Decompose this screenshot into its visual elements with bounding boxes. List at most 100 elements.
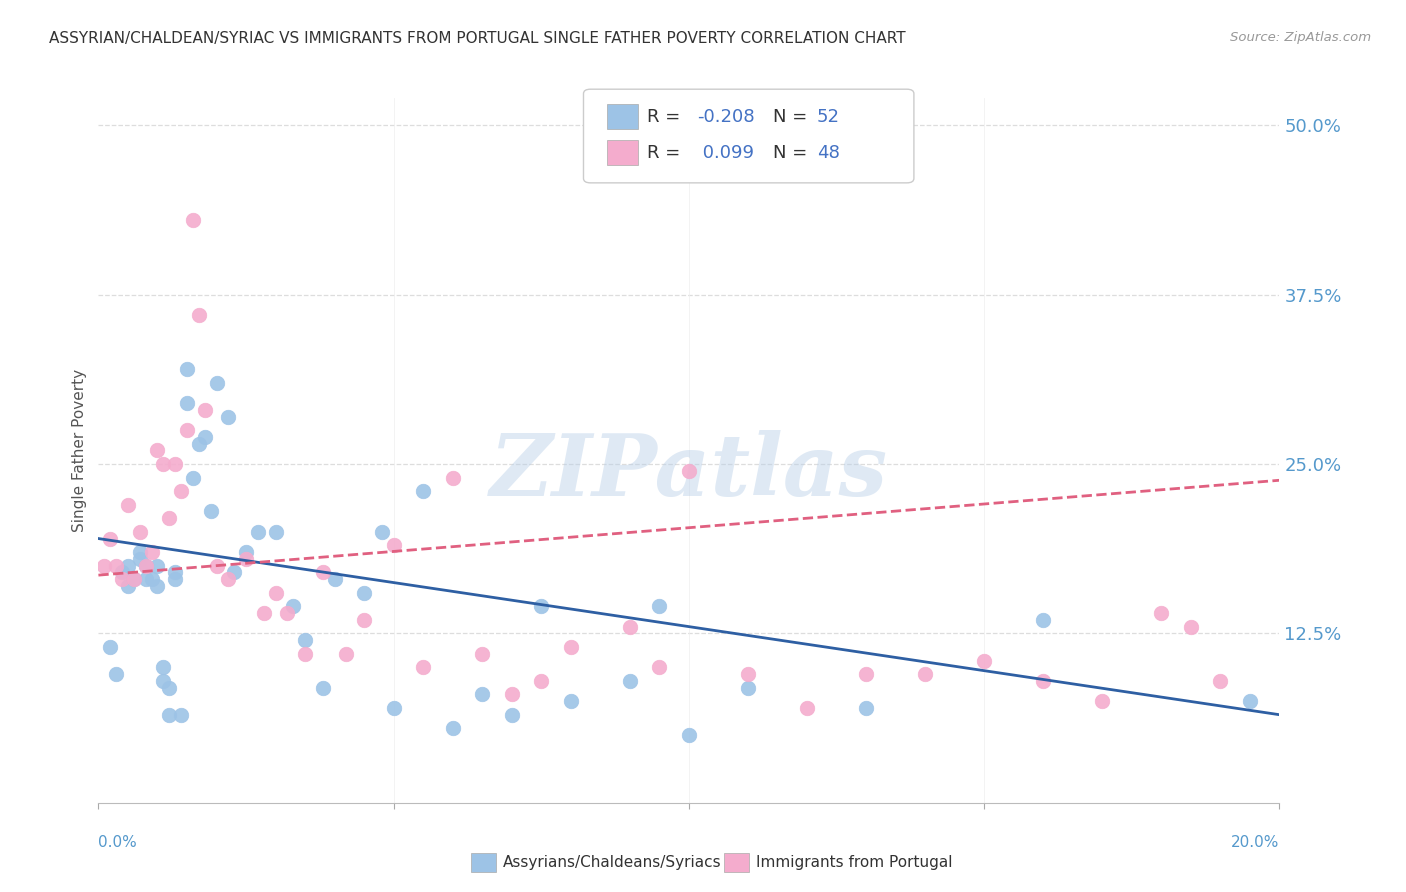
- Point: [146, 443, 169, 458]
- Point: [1180, 619, 1202, 633]
- Point: [157, 681, 180, 695]
- Point: [312, 566, 335, 580]
- Point: [170, 484, 193, 499]
- Point: [146, 579, 169, 593]
- Point: [619, 673, 641, 688]
- Point: [619, 619, 641, 633]
- Point: [264, 586, 287, 600]
- Point: [157, 511, 180, 525]
- Point: [371, 524, 394, 539]
- Point: [217, 572, 239, 586]
- Point: [1209, 673, 1232, 688]
- Text: 0.099: 0.099: [697, 144, 755, 161]
- Point: [135, 558, 157, 573]
- Point: [1239, 694, 1261, 708]
- Point: [1032, 613, 1054, 627]
- Point: [128, 545, 150, 559]
- Point: [276, 606, 298, 620]
- Point: [648, 660, 671, 674]
- Point: [187, 436, 209, 450]
- Point: [855, 701, 877, 715]
- Point: [501, 707, 523, 722]
- Point: [224, 566, 246, 580]
- Point: [283, 599, 305, 614]
- Point: [412, 660, 434, 674]
- Point: [205, 558, 228, 573]
- Point: [181, 470, 204, 484]
- Point: [176, 423, 198, 437]
- Text: 52: 52: [817, 108, 839, 126]
- Point: [105, 558, 128, 573]
- Text: Immigrants from Portugal: Immigrants from Portugal: [756, 855, 953, 870]
- Point: [170, 707, 193, 722]
- Point: [737, 667, 759, 681]
- Point: [146, 558, 169, 573]
- Point: [855, 667, 877, 681]
- Point: [335, 647, 357, 661]
- Point: [122, 572, 145, 586]
- Point: [111, 566, 134, 580]
- Point: [246, 524, 269, 539]
- Point: [141, 572, 163, 586]
- Point: [128, 524, 150, 539]
- Point: [530, 599, 553, 614]
- Point: [678, 728, 700, 742]
- Text: 0.0%: 0.0%: [98, 836, 138, 850]
- Point: [235, 552, 257, 566]
- Point: [165, 457, 187, 471]
- Point: [217, 409, 239, 424]
- Point: [560, 640, 582, 654]
- Point: [264, 524, 287, 539]
- Point: [205, 376, 228, 390]
- Point: [294, 647, 316, 661]
- Point: [353, 613, 375, 627]
- Point: [530, 673, 553, 688]
- Point: [353, 586, 375, 600]
- Text: ZIPatlas: ZIPatlas: [489, 430, 889, 514]
- Point: [412, 484, 434, 499]
- Point: [560, 694, 582, 708]
- Point: [152, 673, 174, 688]
- Point: [914, 667, 936, 681]
- Point: [648, 599, 671, 614]
- Point: [382, 701, 405, 715]
- Point: [441, 721, 464, 735]
- Y-axis label: Single Father Poverty: Single Father Poverty: [72, 369, 87, 532]
- Point: [181, 213, 204, 227]
- Text: Assyrians/Chaldeans/Syriacs: Assyrians/Chaldeans/Syriacs: [503, 855, 721, 870]
- Text: 48: 48: [817, 144, 839, 161]
- Point: [1150, 606, 1173, 620]
- Point: [294, 633, 316, 648]
- Text: N =: N =: [773, 144, 813, 161]
- Point: [312, 681, 335, 695]
- Point: [135, 558, 157, 573]
- Point: [152, 660, 174, 674]
- Point: [157, 707, 180, 722]
- Text: 20.0%: 20.0%: [1232, 836, 1279, 850]
- Point: [678, 464, 700, 478]
- Point: [117, 579, 139, 593]
- Point: [122, 572, 145, 586]
- Point: [98, 532, 121, 546]
- Text: ASSYRIAN/CHALDEAN/SYRIAC VS IMMIGRANTS FROM PORTUGAL SINGLE FATHER POVERTY CORRE: ASSYRIAN/CHALDEAN/SYRIAC VS IMMIGRANTS F…: [49, 31, 905, 46]
- Point: [1091, 694, 1114, 708]
- Point: [200, 504, 222, 518]
- Point: [165, 566, 187, 580]
- Point: [194, 402, 217, 417]
- Text: R =: R =: [647, 108, 686, 126]
- Point: [501, 687, 523, 701]
- Point: [194, 430, 217, 444]
- Text: N =: N =: [773, 108, 813, 126]
- Point: [141, 545, 163, 559]
- Point: [135, 572, 157, 586]
- Point: [471, 687, 494, 701]
- Point: [187, 308, 209, 322]
- Point: [165, 572, 187, 586]
- Point: [117, 558, 139, 573]
- Point: [441, 470, 464, 484]
- Point: [253, 606, 276, 620]
- Point: [1032, 673, 1054, 688]
- Point: [152, 457, 174, 471]
- Point: [105, 667, 128, 681]
- Point: [176, 362, 198, 376]
